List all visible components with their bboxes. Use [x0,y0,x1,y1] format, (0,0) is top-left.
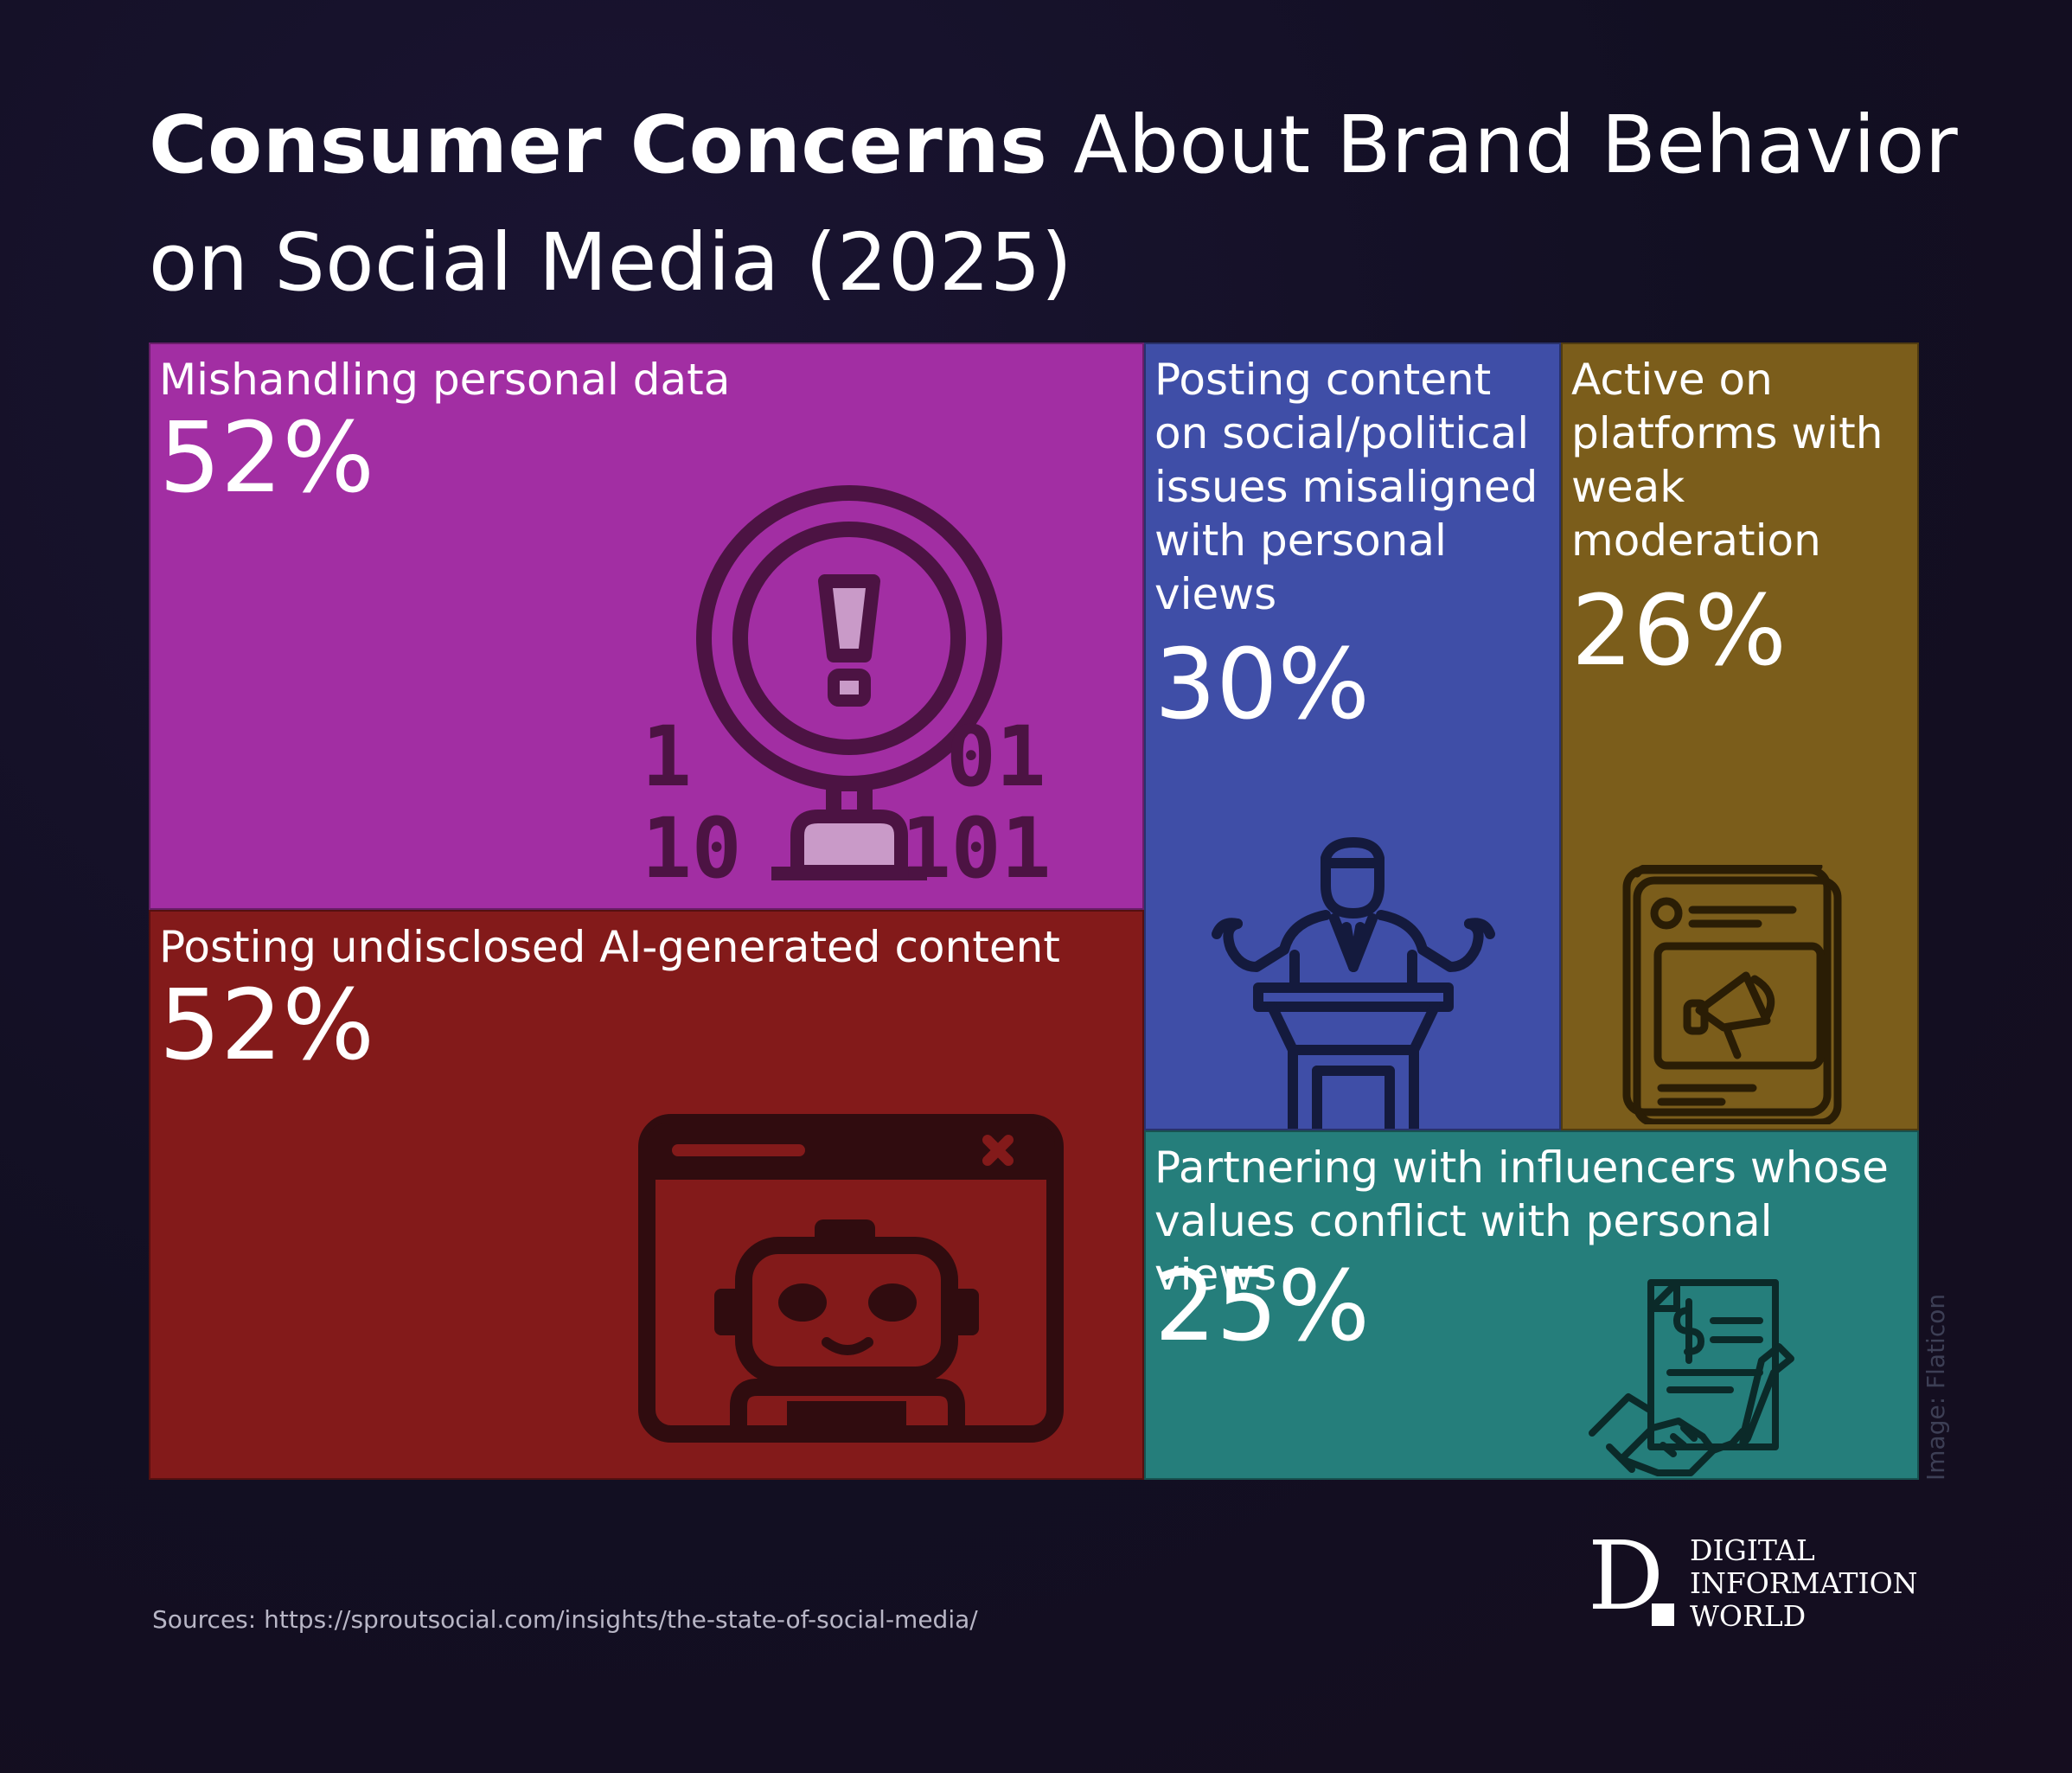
image-credit: Image: Flaticon [1922,1446,1956,1481]
ai-robot-window-icon [635,1107,1067,1453]
tile-value: 52% [159,974,374,1078]
svg-text:1: 1 [642,708,692,805]
logo-line-2: INFORMATION [1690,1567,1915,1600]
contract-handshake-icon [1583,1274,1808,1480]
tile-value: 30% [1154,633,1370,737]
tile-political-content: Posting content on social/political issu… [1144,342,1561,1130]
speaker-podium-icon [1205,837,1499,1130]
data-warning-icon: 1 10 01 101 [642,474,1057,889]
svg-text:10: 10 [642,800,742,889]
social-post-megaphone-icon [1620,865,1845,1124]
logo-square [1652,1603,1674,1626]
svg-text:101: 101 [901,800,1051,889]
tile-label: Active on platforms with weak moderation [1571,353,1903,567]
tile-weak-moderation: Active on platforms with weak moderation… [1561,342,1919,1130]
tile-undisclosed-ai-content: Posting undisclosed AI-generated content… [149,910,1144,1480]
tile-label: Posting content on social/political issu… [1154,353,1545,621]
source-note: Sources: https://sproutsocial.com/insigh… [152,1605,978,1634]
svg-text:01: 01 [946,708,1046,805]
tile-influencer-partnerships: Partnering with influencers whose values… [1144,1130,1919,1480]
tile-value: 52% [159,406,374,510]
logo-line-3: WORLD [1690,1600,1915,1633]
logo-line-1: DIGITAL [1690,1534,1915,1567]
tile-value: 26% [1571,579,1787,683]
logo: D DIGITAL INFORMATION WORLD [1588,1529,1899,1633]
tile-value: 25% [1154,1255,1370,1359]
logo-wordmark: DIGITAL INFORMATION WORLD [1690,1534,1915,1633]
tile-mishandling-personal-data: Mishandling personal data 52% 1 10 01 10… [149,342,1144,910]
tile-label: Mishandling personal data [159,353,1129,406]
tile-label: Posting undisclosed AI-generated content [159,920,1129,974]
